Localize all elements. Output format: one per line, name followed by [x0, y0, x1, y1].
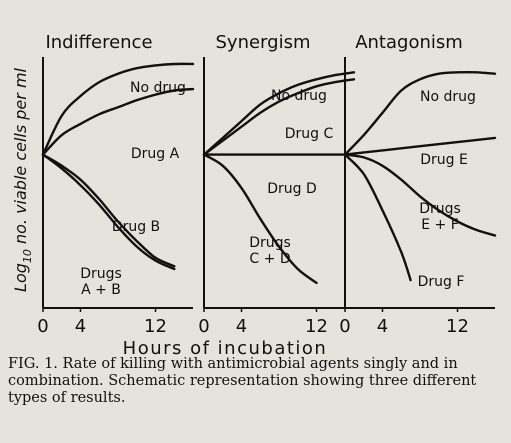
x-tick-label: 12 — [446, 316, 469, 337]
x-tick-label: 4 — [236, 316, 247, 337]
series-label-line: Drug B — [112, 219, 160, 235]
x-axis-label: Hours of incubation — [123, 338, 328, 359]
y-axis-label-main: Log — [11, 263, 30, 292]
x-tick-label: 12 — [305, 316, 328, 337]
series-line — [343, 136, 497, 156]
series-line — [41, 153, 176, 268]
series-label: Drug E — [420, 152, 468, 168]
x-tick-label: 0 — [339, 316, 350, 337]
series-label-line: E + F — [421, 217, 459, 233]
series-label: Drugs E + F — [419, 201, 461, 233]
series-label: Drugs C + D — [249, 235, 291, 267]
series-line — [343, 153, 412, 282]
series-label: Drug D — [267, 181, 317, 197]
series-label-line: A + B — [81, 282, 121, 298]
series-line — [202, 71, 356, 156]
series-line — [41, 87, 195, 156]
panel-title: Synergism — [216, 32, 311, 53]
series-label: Drug F — [418, 274, 465, 290]
series-label-line: Drug F — [418, 274, 465, 290]
x-tick-label: 12 — [144, 316, 167, 337]
series-label: Drug B — [112, 219, 160, 235]
y-axis-label-subscript: 10 — [21, 249, 34, 263]
x-tick-label: 4 — [377, 316, 388, 337]
x-tick-label: 0 — [198, 316, 209, 337]
x-tick-label: 4 — [75, 316, 86, 337]
chart-panels: Indifference 0 4 12 No drug Drug A Drug B Drugs… — [37, 32, 497, 337]
series-label-line: Drug E — [420, 152, 468, 168]
series-label-line: Drug A — [131, 146, 180, 162]
series-label-line: No drug — [420, 89, 476, 105]
series-line — [202, 153, 318, 285]
series-label: Drug C — [285, 126, 334, 142]
figure-caption: FIG. 1. Rate of killing with antimicrobi… — [8, 356, 477, 406]
series-label-line: C + D — [249, 251, 290, 267]
panel-title: Antagonism — [355, 32, 463, 53]
panel-title: Indifference — [45, 32, 152, 53]
series-label-line: Drug D — [267, 181, 317, 197]
series-label: Drugs A + B — [80, 266, 122, 298]
series-label: Drug A — [131, 146, 180, 162]
series-line — [41, 153, 176, 271]
series-line — [343, 70, 497, 156]
series-label-line: Drugs — [249, 235, 291, 251]
series-line — [202, 78, 356, 156]
y-axis-label-rest: no. viable cells per ml — [11, 67, 30, 249]
x-tick-label: 0 — [37, 316, 48, 337]
series-label-line: Drug C — [285, 126, 334, 142]
series-label: No drug — [420, 89, 476, 105]
series-line — [343, 153, 497, 237]
y-axis-label: Log10 no. viable cells per ml — [11, 67, 34, 292]
series-label-line: Drugs — [419, 201, 461, 217]
series-line — [41, 62, 195, 156]
series-label-line: Drugs — [80, 266, 122, 282]
